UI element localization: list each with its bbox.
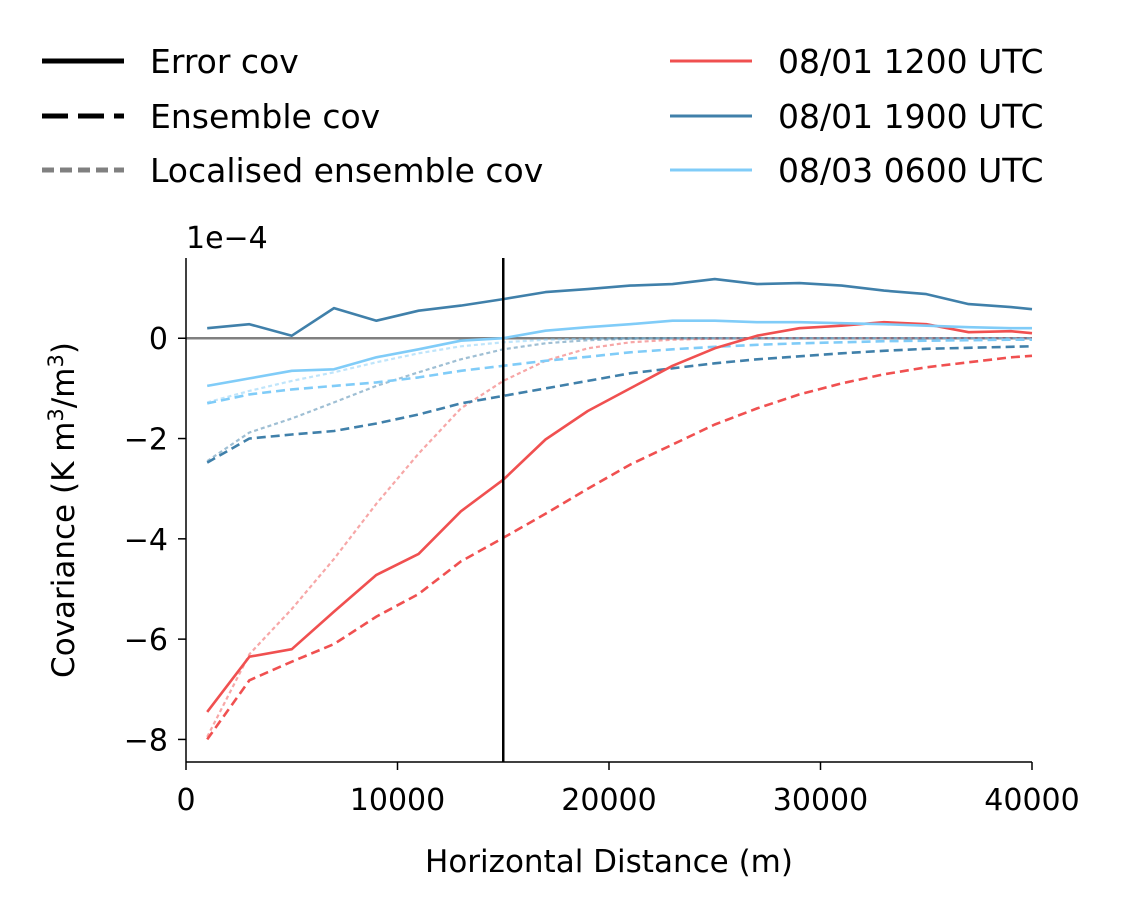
y-axis-label: Covariance (K m3/m3) [44, 342, 82, 678]
style-legend: Error cov Ensemble cov Localised ensembl… [42, 42, 543, 190]
color-legend: 08/01 1200 UTC 08/01 1900 UTC 08/03 0600… [670, 42, 1043, 190]
series-line-error [206, 320, 1033, 713]
y-tick-label: −6 [124, 623, 168, 658]
x-ticks: 0 10000 20000 30000 40000 [176, 762, 1080, 818]
x-tick-label: 40000 [984, 783, 1079, 818]
legend-item-ensemble-cov: Ensemble cov [42, 97, 380, 136]
legend-label: Localised ensemble cov [150, 151, 543, 190]
x-tick-label: 30000 [773, 783, 868, 818]
legend-label: 08/01 1900 UTC [778, 97, 1043, 136]
y-ticks: −8 −6 −4 −2 0 [124, 322, 186, 758]
y-axis-label-sup: 3 [44, 354, 68, 367]
legend-item-0801-1900: 08/01 1900 UTC [670, 97, 1043, 136]
y-tick-label: 0 [149, 322, 168, 357]
x-tick-label: 20000 [561, 783, 656, 818]
y-scale-label: 1e−4 [186, 221, 268, 256]
series-line-error [206, 319, 1032, 388]
legend-label: 08/03 0600 UTC [778, 151, 1043, 190]
legend-item-0803-0600: 08/03 0600 UTC [670, 151, 1043, 190]
x-axis-label: Horizontal Distance (m) [425, 844, 793, 880]
y-axis-label-part: /m [46, 368, 82, 409]
y-axis-label-part: ) [46, 342, 82, 354]
series-line-error [207, 277, 1033, 338]
legend-label: Ensemble cov [150, 97, 380, 136]
y-axis-label-part: Covariance (K m [46, 422, 82, 678]
legend-label: Error cov [150, 42, 299, 81]
y-tick-label: −4 [124, 523, 168, 558]
legend-label: 08/01 1200 UTC [778, 42, 1043, 81]
series-line-ensemble [206, 338, 1032, 405]
y-tick-label: −2 [124, 423, 168, 458]
plot-area [186, 258, 1033, 762]
series-line-ensemble [206, 354, 1033, 741]
legend-item-error-cov: Error cov [42, 42, 299, 81]
series-line-localised [206, 337, 1032, 463]
series-line-localised [206, 337, 1032, 738]
y-tick-label: −8 [124, 723, 168, 758]
x-tick-label: 10000 [350, 783, 445, 818]
series-line-ensemble [206, 345, 1033, 464]
legend-item-0801-1200: 08/01 1200 UTC [670, 42, 1043, 81]
series-line-localised [206, 337, 1032, 404]
x-tick-label: 0 [176, 783, 195, 818]
y-axis-label-sup: 3 [44, 408, 68, 421]
legend-item-localised-ensemble-cov: Localised ensemble cov [42, 151, 543, 190]
